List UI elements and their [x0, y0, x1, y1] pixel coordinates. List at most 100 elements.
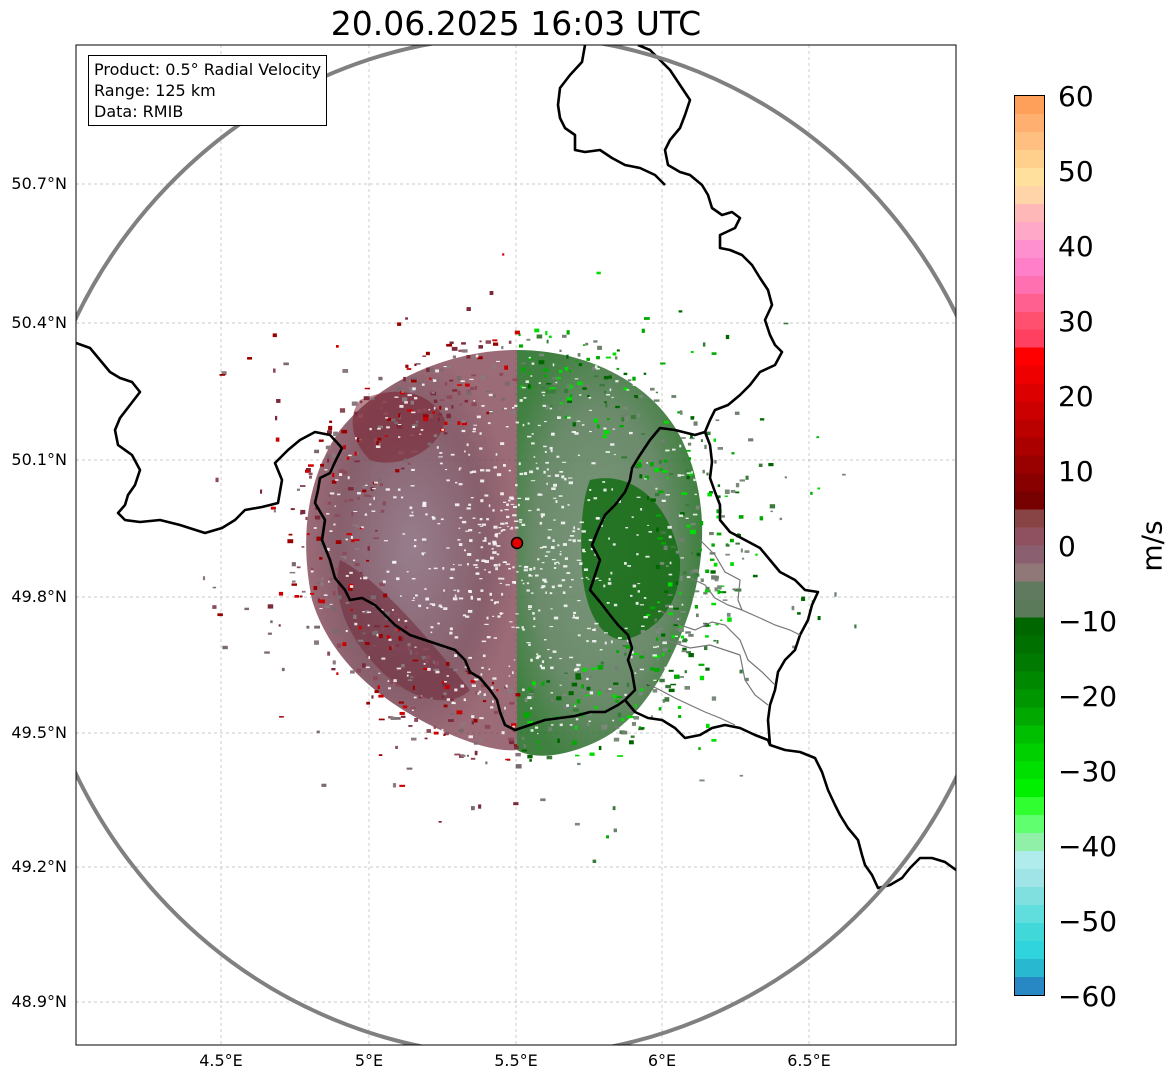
echo-speckle — [679, 576, 683, 581]
echo-gap — [551, 585, 555, 589]
echo-speckle — [367, 546, 370, 551]
echo-gap — [506, 503, 509, 506]
echo-speckle — [735, 483, 740, 488]
echo-speckle — [461, 420, 466, 423]
echo-gap — [508, 499, 511, 502]
echo-speckle — [686, 475, 690, 480]
echo-speckle — [735, 491, 740, 494]
echo-gap — [522, 688, 525, 692]
echo-gap — [612, 543, 616, 546]
echo-speckle — [482, 700, 487, 703]
echo-speckle — [443, 734, 446, 736]
echo-speckle — [288, 533, 293, 536]
colorbar-tick-label: 0 — [1058, 530, 1076, 563]
echo-speckle — [508, 340, 512, 344]
echo-speckle — [398, 701, 404, 704]
lat-tick-label: 50.1°N — [11, 450, 67, 469]
echo-speckle — [663, 459, 668, 463]
echo-speckle — [515, 693, 521, 697]
echo-gap — [640, 508, 643, 511]
echo-speckle — [612, 352, 617, 356]
echo-speckle — [264, 651, 270, 654]
echo-gap — [510, 526, 513, 529]
echo-speckle — [329, 578, 333, 580]
echo-gap — [536, 467, 539, 470]
echo-speckle — [578, 363, 583, 367]
echo-gap — [569, 535, 575, 537]
echo-gap — [529, 470, 534, 474]
colorbar-tick-label: 50 — [1058, 155, 1094, 188]
echo-gap — [488, 504, 491, 508]
echo-gap — [446, 675, 449, 677]
echo-gap — [349, 585, 354, 588]
echo-gap — [489, 592, 492, 596]
echo-speckle — [576, 405, 579, 407]
echo-gap — [706, 461, 711, 464]
echo-speckle — [634, 395, 638, 399]
colorbar-tick-label: −40 — [1058, 830, 1118, 863]
echo-gap — [686, 576, 691, 579]
echo-gap — [525, 380, 529, 383]
echo-gap — [500, 509, 503, 512]
echo-gap — [457, 539, 461, 541]
echo-gap — [411, 709, 414, 711]
echo-gap — [397, 488, 401, 491]
echo-gap — [517, 503, 520, 507]
echo-gap — [568, 539, 572, 541]
echo-speckle — [278, 591, 284, 596]
echo-gap — [537, 558, 540, 561]
echo-speckle — [443, 704, 448, 708]
echo-speckle — [693, 421, 698, 426]
echo-speckle — [321, 783, 327, 787]
echo-gap — [575, 667, 580, 671]
echo-speckle — [509, 702, 515, 705]
echo-speckle — [456, 710, 463, 715]
echo-gap — [540, 513, 545, 517]
echo-speckle — [527, 384, 531, 389]
echo-gap — [481, 559, 486, 562]
echo-speckle — [722, 591, 727, 594]
echo-gap — [451, 702, 456, 705]
echo-gap — [511, 626, 515, 628]
echo-speckle — [316, 730, 320, 734]
echo-speckle — [356, 526, 363, 529]
echo-gap — [531, 442, 535, 445]
echo-gap — [484, 623, 489, 625]
echo-gap — [533, 617, 536, 620]
echo-speckle — [661, 633, 666, 637]
echo-gap — [334, 505, 337, 507]
echo-gap — [494, 533, 496, 537]
echo-speckle — [375, 530, 378, 532]
echo-gap — [541, 660, 545, 664]
echo-gap — [432, 517, 436, 520]
echo-gap — [522, 423, 525, 427]
echo-speckle — [350, 670, 355, 674]
echo-gap — [494, 601, 499, 604]
echo-gap — [521, 523, 526, 526]
echo-speckle — [318, 439, 324, 442]
echo-speckle — [382, 627, 385, 631]
echo-gap — [541, 585, 546, 588]
echo-speckle — [422, 355, 426, 357]
echo-gap — [479, 717, 484, 720]
echo-speckle — [630, 415, 636, 420]
echo-speckle — [659, 562, 665, 565]
echo-gap — [415, 594, 418, 597]
echo-speckle — [279, 716, 284, 718]
echo-speckle — [466, 390, 472, 396]
echo-speckle — [678, 310, 683, 313]
echo-speckle — [639, 655, 645, 659]
echo-speckle — [472, 356, 476, 360]
echo-gap — [496, 360, 500, 362]
echo-speckle — [399, 784, 406, 787]
echo-speckle — [715, 622, 719, 626]
echo-gap — [564, 557, 568, 560]
echo-speckle — [366, 654, 369, 658]
echo-speckle — [397, 627, 401, 632]
echo-speckle — [348, 644, 355, 648]
echo-speckle — [711, 696, 717, 701]
echo-speckle — [524, 697, 528, 703]
echo-gap — [453, 589, 457, 591]
echo-gap — [385, 488, 390, 491]
echo-speckle — [612, 806, 616, 811]
